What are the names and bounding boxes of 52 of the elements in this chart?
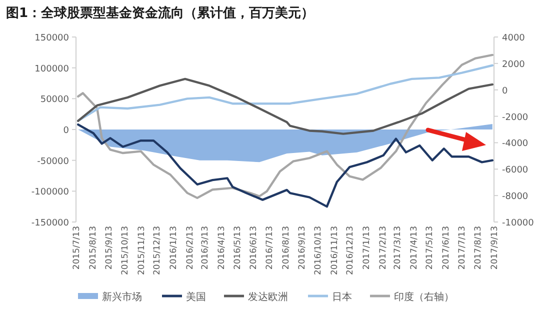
x-tick-label: 2016/10/13 [313,226,324,275]
x-tick-label: 2016/5/13 [232,226,243,270]
x-tick-label: 2017/5/13 [425,226,436,270]
y-tick-label: 50000 [40,95,70,106]
y-tick-label: 150000 [34,34,70,44]
x-tick-label: 2016/1/13 [168,226,179,270]
y2-tick-label: -4000 [502,139,528,150]
y-tick-label: -50000 [37,156,70,167]
x-tick-label: 2017/2/13 [378,226,388,270]
x-tick-label: 2016/4/13 [216,226,227,270]
x-tick-label: 2017/6/13 [442,226,452,270]
x-tick-label: 2017/3/13 [393,226,404,270]
x-tick-label: 2016/8/13 [281,226,292,270]
line-series [77,123,494,208]
legend-label: 美国 [186,291,206,303]
y2-tick-label: 2000 [502,60,526,70]
legend-label: 日本 [332,291,352,303]
x-tick-label: 2015/10/13 [120,226,130,275]
legend-label: 新兴市场 [102,291,142,303]
x-tick-label: 2016/3/13 [200,226,211,270]
y2-tick-label: -10000 [502,218,534,228]
x-tick-label: 2016/7/13 [264,226,275,270]
x-tick-label: 2016/6/13 [249,226,260,270]
line-series [77,54,494,200]
y2-tick-label: -8000 [502,192,528,202]
x-tick-label: 2015/9/13 [104,226,115,270]
y2-tick-label: 0 [502,86,508,96]
x-tick-label: 2017/9/13 [490,226,500,270]
x-tick-label: 2016/11/13 [330,226,340,275]
x-tick-label: 2017/1/13 [362,226,372,270]
line-series [77,78,494,135]
x-tick-label: 2017/7/13 [457,226,468,270]
x-tick-label: 2016/2/13 [185,226,196,270]
y-tick-label: -100000 [31,188,70,198]
x-tick-label: 2016/12/13 [346,226,356,275]
y2-tick-label: -2000 [502,112,528,123]
y-tick-label: -150000 [31,218,70,228]
legend-label: 印度（右轴） [394,291,454,303]
x-tick-label: 2017/4/13 [409,226,420,270]
y-tick-label: 0 [63,126,70,136]
x-tick-label: 2017/8/13 [474,226,484,270]
legend-label: 发达欧洲 [248,291,288,303]
x-tick-label: 2015/7/13 [72,226,82,270]
x-tick-label: 2015/12/13 [152,226,163,275]
chart-title: 图1：全球股票型基金资金流向（累计值，百万美元） [6,5,314,21]
line-series [77,64,494,122]
x-tick-label: 2015/8/13 [88,226,98,270]
x-tick-label: 2016/9/13 [298,226,308,270]
y-tick-label: 100000 [34,64,70,74]
x-tick-label: 2015/11/13 [136,226,147,275]
y2-tick-label: 4000 [502,34,526,44]
y2-tick-label: -6000 [502,166,528,176]
